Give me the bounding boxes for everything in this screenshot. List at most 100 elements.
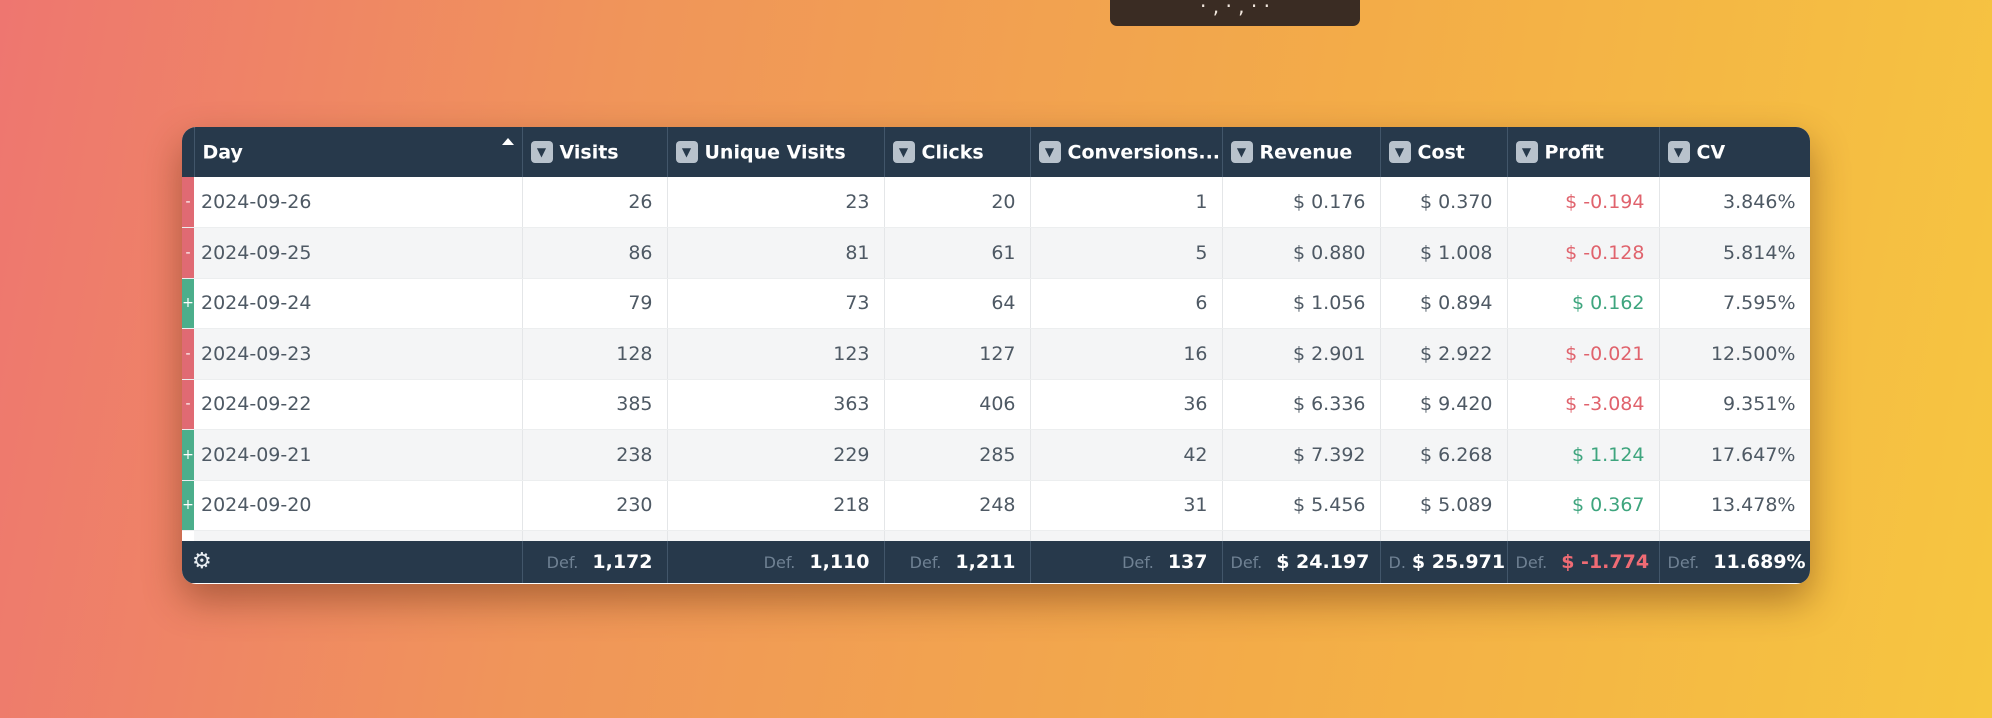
cell-cost: $ 0.894 — [1380, 278, 1508, 329]
cell-profit: $ -0.194 — [1507, 177, 1660, 228]
total-value: 1,110 — [809, 550, 870, 573]
table-row-partial — [182, 530, 1810, 541]
row-trend-indicator[interactable]: - — [182, 177, 194, 228]
cell-profit: $ 0.162 — [1507, 278, 1660, 329]
total-value: $ -1.774 — [1561, 550, 1650, 573]
filter-dropdown-icon[interactable]: ▼ — [1388, 141, 1411, 164]
aggregate-label[interactable]: Def. — [1122, 552, 1154, 572]
row-trend-indicator[interactable]: - — [182, 227, 194, 279]
cell-profit: $ -0.021 — [1507, 328, 1660, 380]
column-header-clicks[interactable]: ▼ Clicks — [884, 127, 1031, 177]
table-row[interactable]: - 2024-09-26 26 23 20 1 $ 0.176 $ 0.370 … — [182, 177, 1810, 228]
cell-unique-visits: 229 — [667, 429, 885, 481]
row-trend-indicator[interactable]: + — [182, 480, 194, 531]
cell-visits: 385 — [522, 379, 668, 430]
cell-conversions: 1 — [1030, 177, 1223, 228]
column-header-profit[interactable]: ▼ Profit — [1507, 127, 1660, 177]
total-cv: Def. 11.689% — [1659, 540, 1810, 583]
column-header-day-label: Day — [202, 141, 243, 164]
cell-cost: $ 2.922 — [1380, 328, 1508, 380]
column-header-conversions[interactable]: ▼ Conversions... — [1030, 127, 1223, 177]
cell-day: 2024-09-24 — [194, 278, 523, 329]
total-value: $ 24.197 — [1276, 550, 1370, 573]
column-header-unique-visits[interactable]: ▼ Unique Visits — [667, 127, 885, 177]
filter-dropdown-icon[interactable]: ▼ — [1038, 141, 1061, 164]
filter-dropdown-icon[interactable]: ▼ — [1230, 141, 1253, 164]
cell-clicks: 61 — [884, 227, 1031, 279]
column-header-cv-label: CV — [1696, 141, 1726, 164]
table-row[interactable]: - 2024-09-25 86 81 61 5 $ 0.880 $ 1.008 … — [182, 227, 1810, 279]
aggregate-label[interactable]: Def. — [1515, 552, 1548, 572]
cell-revenue: $ 0.176 — [1222, 177, 1381, 228]
total-value: 1,211 — [955, 550, 1016, 573]
column-header-cv[interactable]: ▼ CV — [1659, 127, 1810, 177]
total-clicks: Def. 1,211 — [884, 540, 1031, 583]
total-profit: Def. $ -1.774 — [1507, 540, 1660, 583]
column-header-cost[interactable]: ▼ Cost — [1380, 127, 1508, 177]
column-header-visits[interactable]: ▼ Visits — [522, 127, 668, 177]
total-revenue: Def. $ 24.197 — [1222, 540, 1381, 583]
report-table: Day ▼ Visits ▼ Unique Visits ▼ Clicks ▼ Conv… — [182, 127, 1810, 583]
cell-cv: 7.595% — [1659, 278, 1810, 329]
cell-visits: 79 — [522, 278, 668, 329]
cell-cost: $ 0.370 — [1380, 177, 1508, 228]
sort-ascending-icon[interactable] — [501, 138, 514, 145]
row-trend-indicator[interactable]: + — [182, 278, 194, 329]
row-trend-indicator[interactable]: - — [182, 328, 194, 380]
gear-icon[interactable]: ⚙ — [192, 549, 212, 574]
cell-clicks: 285 — [884, 429, 1031, 481]
cell-unique-visits: 73 — [667, 278, 885, 329]
column-header-day[interactable]: Day — [194, 127, 523, 177]
report-grid: Day ▼ Visits ▼ Unique Visits ▼ Clicks ▼ Conv… — [182, 127, 1810, 584]
aggregate-label[interactable]: Def. — [1667, 552, 1700, 572]
filter-dropdown-icon[interactable]: ▼ — [1515, 141, 1538, 164]
cell-visits: 238 — [522, 429, 668, 481]
cell-day: 2024-09-23 — [194, 328, 523, 380]
column-header-clicks-label: Clicks — [921, 141, 984, 164]
cell-clicks: 127 — [884, 328, 1031, 380]
filter-dropdown-icon[interactable]: ▼ — [1667, 141, 1690, 164]
aggregate-label[interactable]: Def. — [1230, 552, 1263, 572]
aggregate-label[interactable]: Def. — [909, 552, 942, 572]
aggregate-label[interactable]: Def. — [763, 552, 796, 572]
table-row[interactable]: + 2024-09-21 238 229 285 42 $ 7.392 $ 6.… — [182, 429, 1810, 481]
cell-clicks: 20 — [884, 177, 1031, 228]
cell-unique-visits: 23 — [667, 177, 885, 228]
row-trend-indicator[interactable]: - — [182, 379, 194, 430]
aggregate-label[interactable]: Def. — [546, 552, 579, 572]
cell-unique-visits: 81 — [667, 227, 885, 279]
cell-clicks: 406 — [884, 379, 1031, 430]
cell-revenue: $ 0.880 — [1222, 227, 1381, 279]
cell-conversions: 5 — [1030, 227, 1223, 279]
column-header-conversions-label: Conversions... — [1067, 141, 1221, 164]
cell-cost: $ 5.089 — [1380, 480, 1508, 531]
column-header-unique-visits-label: Unique Visits — [704, 141, 846, 164]
total-cost: D. $ 25.971 — [1380, 540, 1508, 583]
row-trend-indicator[interactable]: + — [182, 429, 194, 481]
aggregate-label[interactable]: D. — [1388, 552, 1406, 572]
total-unique-visits: Def. 1,110 — [667, 540, 885, 583]
cell-unique-visits: 363 — [667, 379, 885, 430]
cell-day: 2024-09-21 — [194, 429, 523, 481]
cell-unique-visits: 123 — [667, 328, 885, 380]
table-row[interactable]: - 2024-09-22 385 363 406 36 $ 6.336 $ 9.… — [182, 379, 1810, 430]
filter-dropdown-icon[interactable]: ▼ — [675, 141, 698, 164]
cell-cv: 13.478% — [1659, 480, 1810, 531]
table-row[interactable]: + 2024-09-20 230 218 248 31 $ 5.456 $ 5.… — [182, 480, 1810, 531]
total-value: $ 25.971 — [1411, 550, 1506, 573]
table-row[interactable]: - 2024-09-23 128 123 127 16 $ 2.901 $ 2.… — [182, 328, 1810, 380]
cell-profit: $ 1.124 — [1507, 429, 1660, 481]
table-row[interactable]: + 2024-09-24 79 73 64 6 $ 1.056 $ 0.894 … — [182, 278, 1810, 329]
filter-dropdown-icon[interactable]: ▼ — [530, 141, 553, 164]
filter-dropdown-icon[interactable]: ▼ — [892, 141, 915, 164]
cell-revenue: $ 2.901 — [1222, 328, 1381, 380]
column-header-revenue[interactable]: ▼ Revenue — [1222, 127, 1381, 177]
cell-conversions: 31 — [1030, 480, 1223, 531]
cell-revenue: $ 6.336 — [1222, 379, 1381, 430]
column-header-cost-label: Cost — [1417, 141, 1465, 164]
cell-cv: 3.846% — [1659, 177, 1810, 228]
cell-conversions: 6 — [1030, 278, 1223, 329]
cell-visits: 230 — [522, 480, 668, 531]
top-tooltip-tab: · , · , · · — [1110, 0, 1360, 26]
cell-cost: $ 6.268 — [1380, 429, 1508, 481]
